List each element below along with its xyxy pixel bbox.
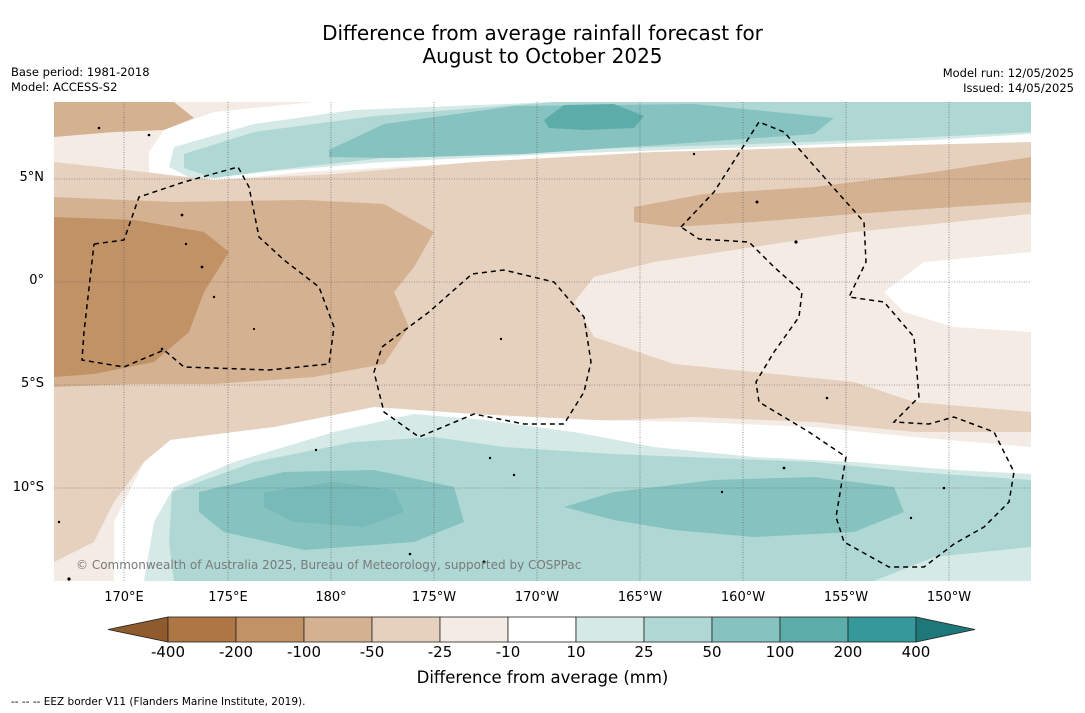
- meta-left: Base period: 1981-2018 Model: ACCESS-S2: [11, 65, 150, 95]
- issued-text: Issued: 14/05/2025: [963, 81, 1074, 95]
- colorbar-tick-label: -25: [427, 643, 453, 661]
- colorbar-segment: [575, 616, 645, 643]
- lat-label-10s: 10°S: [12, 480, 44, 495]
- lon-label-155w: 155°W: [823, 590, 869, 605]
- lon-label-180: 180°: [315, 590, 347, 605]
- colorbar-segment: [235, 616, 305, 643]
- colorbar-tick-label: -50: [359, 643, 385, 661]
- anomaly-area-west-dry-100: [54, 217, 229, 377]
- colorbar-tick-label: -400: [150, 643, 186, 661]
- lon-label-175e: 175°E: [208, 590, 248, 605]
- colorbar-tick-label: 100: [765, 643, 795, 661]
- colorbar-tick-label: 200: [833, 643, 863, 661]
- colorbar-segment: [847, 616, 917, 643]
- colorbar-extend-low: [108, 616, 169, 643]
- lat-label-5n: 5°N: [19, 170, 45, 185]
- colorbar-segment: [643, 616, 713, 643]
- copyright-text: © Commonwealth of Australia 2025, Bureau…: [76, 558, 582, 572]
- rainfall-anomaly-map: [54, 102, 1031, 581]
- lon-label-170e: 170°E: [104, 590, 144, 605]
- lat-label-0: 0°: [29, 273, 44, 288]
- model-text: Model: ACCESS-S2: [11, 80, 118, 94]
- colorbar-segment: [439, 616, 509, 643]
- anomaly-area-east-neutral: [884, 252, 1031, 332]
- colorbar-tick-label: 50: [702, 643, 722, 661]
- map-title: Difference from average rainfall forecas…: [0, 22, 1085, 68]
- base-period-text: Base period: 1981-2018: [11, 65, 150, 79]
- anomaly-area-north-wet-100: [544, 104, 644, 130]
- colorbar-tick-label: 25: [634, 643, 654, 661]
- model-run-text: Model run: 12/05/2025: [942, 66, 1074, 80]
- lon-label-170w: 170°W: [514, 590, 560, 605]
- colorbar-segment: [711, 616, 781, 643]
- meta-right: Model run: 12/05/2025 Issued: 14/05/2025: [943, 66, 1074, 96]
- colorbar-tick-label: -100: [286, 643, 322, 661]
- lon-label-160w: 160°W: [720, 590, 766, 605]
- eez-borders: [81, 121, 1015, 568]
- title-line-2: August to October 2025: [422, 44, 663, 68]
- anomaly-area-south-wet-50-west: [199, 470, 464, 550]
- lon-label-150w: 150°W: [926, 590, 972, 605]
- colorbar-segment: [303, 616, 373, 643]
- colorbar-tick-label: 400: [901, 643, 931, 661]
- colorbar-segment: [507, 616, 577, 643]
- lat-label-5s: 5°S: [20, 376, 44, 391]
- colorbar-tick-label: -200: [218, 643, 254, 661]
- colorbar-title: Difference from average (mm): [416, 668, 669, 687]
- lon-label-165w: 165°W: [617, 590, 663, 605]
- anomaly-area-sw-dry: [54, 427, 174, 562]
- anomaly-area-north-wet-50: [329, 104, 834, 158]
- colorbar-tick-label: -10: [495, 643, 521, 661]
- islands: [57, 126, 946, 581]
- colorbar: [108, 616, 976, 643]
- lon-label-175w: 175°W: [411, 590, 457, 605]
- colorbar-segment: [779, 616, 849, 643]
- colorbar-segment: [167, 616, 237, 643]
- anomaly-area-south-wet-50-east: [564, 477, 904, 537]
- anomaly-area-east-dry-50: [634, 157, 1031, 227]
- title-line-1: Difference from average rainfall forecas…: [322, 21, 763, 45]
- colorbar-extend-high: [915, 616, 976, 643]
- eez-legend-note: -- -- -- EEZ border V11 (Flanders Marine…: [11, 696, 306, 708]
- anomaly-area-south-wet-100: [264, 482, 404, 527]
- colorbar-segment: [371, 616, 441, 643]
- colorbar-tick-label: 10: [566, 643, 586, 661]
- graticule: [54, 102, 1031, 581]
